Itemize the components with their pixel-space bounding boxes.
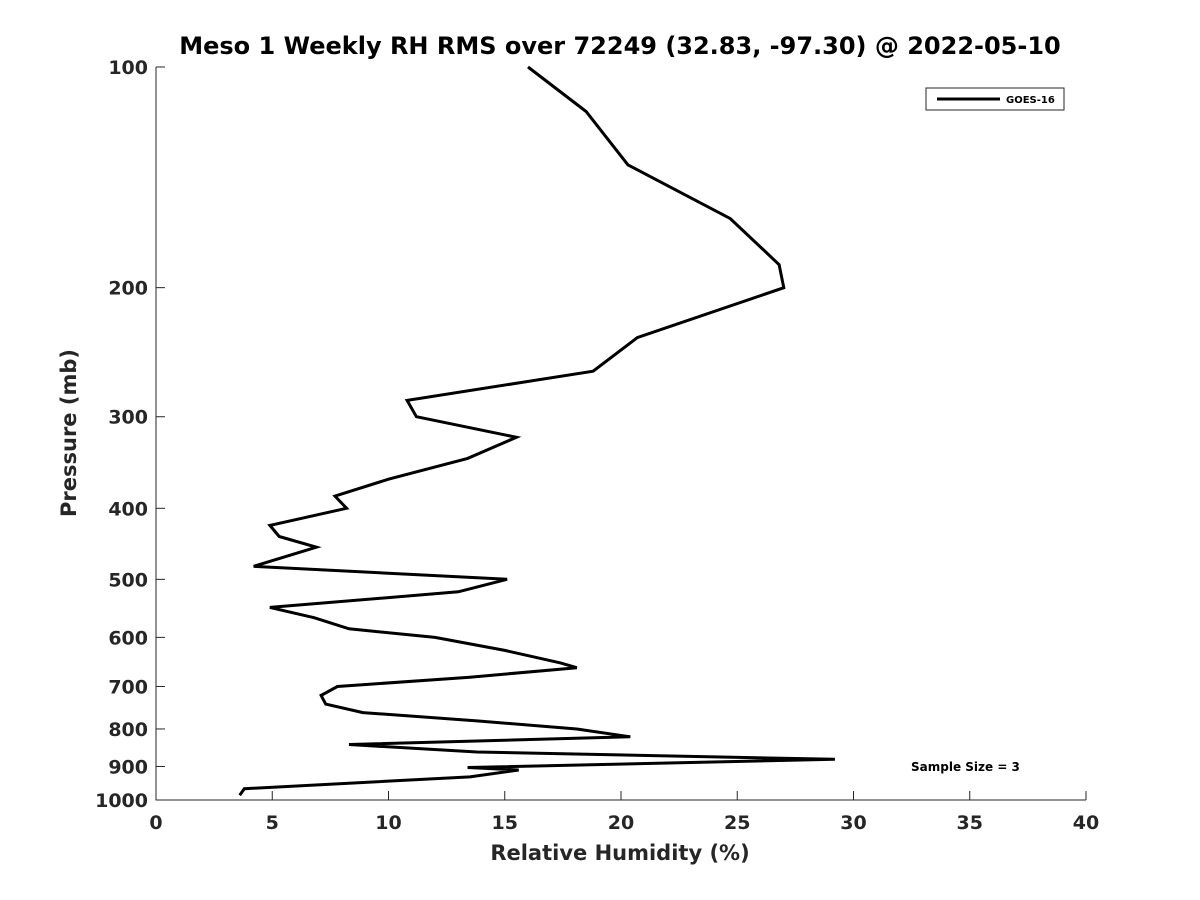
plot-area: [156, 67, 1086, 800]
chart-title: Meso 1 Weekly RH RMS over 72249 (32.83, …: [179, 32, 1061, 60]
axis-ticks: 0 5 10 15 20 25 30 35 40 100 200 300 400 500 600 700 800…: [95, 57, 1099, 834]
y-tick-label: 200: [108, 278, 148, 300]
x-tick-label: 10: [375, 812, 401, 834]
x-axis-label: Relative Humidity (%): [490, 841, 749, 865]
y-tick-label: 700: [108, 676, 148, 698]
axes-frame: [155, 67, 1086, 801]
x-tick-label: 30: [840, 812, 866, 834]
x-tick-label: 35: [957, 812, 983, 834]
y-tick-label: 600: [108, 627, 148, 649]
sample-size-annotation: Sample Size = 3: [911, 760, 1020, 774]
y-tick-label: 1000: [95, 790, 148, 812]
x-tick-label: 5: [266, 812, 279, 834]
x-tick-label: 0: [149, 812, 162, 834]
x-tick-label: 40: [1073, 812, 1099, 834]
y-axis-label: Pressure (mb): [57, 349, 81, 517]
y-tick-label: 800: [108, 719, 148, 741]
y-tick-label: 900: [108, 756, 148, 778]
series-layer: [238, 65, 835, 797]
x-tick-label: 25: [724, 812, 750, 834]
x-tick-label: 15: [492, 812, 518, 834]
y-tick-label: 300: [108, 407, 148, 429]
legend: GOES-16: [925, 87, 1065, 111]
y-tick-label: 500: [108, 569, 148, 591]
y-tick-label: 100: [108, 57, 148, 79]
x-tick-label: 20: [608, 812, 634, 834]
series-line-goes16: [238, 65, 835, 797]
y-tick-label: 400: [108, 498, 148, 520]
legend-label-goes16: GOES-16: [1006, 95, 1055, 106]
